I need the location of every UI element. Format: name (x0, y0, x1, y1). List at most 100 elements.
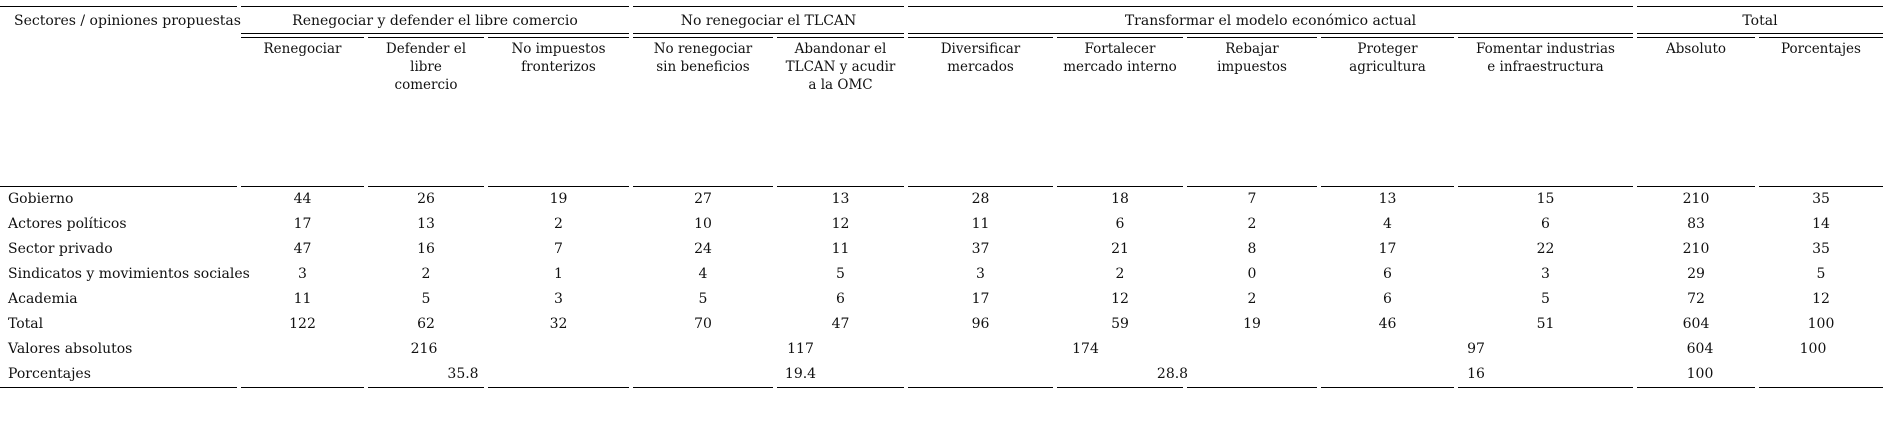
data-cell: 5 (421, 291, 431, 307)
data-cell: 6 (836, 291, 845, 307)
bottom-rule (1458, 387, 1633, 389)
data-cell: 122 (289, 316, 316, 332)
summary-cell: 16 (1467, 366, 1485, 382)
data-cell: 10 (694, 216, 712, 232)
data-cell: 12 (831, 216, 850, 232)
mid-rule (908, 101, 1053, 187)
column-rule (1321, 33, 1454, 38)
data-cell: 6 (1115, 216, 1125, 232)
data-cell: 12 (1111, 291, 1129, 307)
group-underline-rule (1637, 33, 1883, 38)
summary-cell: 604 (1686, 341, 1714, 357)
data-cell: 27 (694, 191, 712, 207)
group-underline-rule (908, 33, 1633, 38)
summary-cell: 174 (1072, 341, 1099, 357)
row-label: Academia (8, 291, 78, 307)
column-rule (368, 33, 484, 38)
data-cell: 28 (971, 191, 990, 207)
column-header: No renegociar sin beneficios (653, 41, 753, 75)
data-cell: 2 (1247, 291, 1257, 307)
column-rule (1187, 33, 1317, 38)
column-header: Absoluto (1665, 41, 1726, 57)
data-cell: 13 (1378, 191, 1397, 207)
column-header: No impuestos fronterizos (511, 41, 606, 75)
data-cell: 7 (1247, 191, 1257, 207)
column-header: Fortalecer mercado interno (1063, 41, 1177, 75)
data-cell: 96 (971, 316, 990, 332)
data-cell: 3 (298, 266, 307, 282)
data-cell: 47 (293, 241, 312, 257)
opinions-by-sector-table: Sectores / opiniones propuestas Renegoci… (0, 6, 1883, 389)
bottom-rule (488, 387, 629, 389)
data-cell: 11 (971, 216, 990, 232)
data-cell: 8 (1247, 241, 1257, 257)
data-cell: 1 (554, 266, 563, 282)
mid-rule (1057, 101, 1183, 187)
data-cell: 24 (694, 241, 712, 257)
mid-rule (368, 101, 484, 187)
data-cell: 2 (554, 216, 563, 232)
data-cell: 5 (836, 266, 845, 282)
data-cell: 13 (417, 216, 435, 232)
summary-row-label: Porcentajes (8, 366, 91, 382)
data-cell: 37 (971, 241, 990, 257)
column-header: Fomentar industrias e infraestructura (1476, 41, 1615, 75)
column-header: Abandonar el TLCAN y acudir a la OMC (785, 41, 896, 93)
data-cell: 5 (698, 291, 708, 307)
mid-rule (1187, 101, 1317, 187)
summary-cell: 35.8 (447, 366, 479, 382)
data-cell: 14 (1812, 216, 1830, 232)
group-header-total: Total (1637, 6, 1883, 33)
data-cell: 59 (1111, 316, 1129, 332)
group-header-no-renegociar: No renegociar el TLCAN (633, 6, 904, 33)
summary-cell: 216 (410, 341, 438, 357)
data-cell: 15 (1536, 191, 1555, 207)
mid-rule (633, 101, 773, 187)
column-rule (1637, 33, 1755, 38)
data-cell: 13 (831, 191, 850, 207)
bottom-rule (777, 387, 904, 389)
data-cell: 4 (1383, 216, 1392, 232)
mid-rule (1637, 101, 1755, 187)
column-rule (1759, 33, 1883, 38)
data-cell: 4 (698, 266, 708, 282)
data-cell: 6 (1383, 266, 1392, 282)
data-cell: 5 (1816, 266, 1826, 282)
group-underline-rule (241, 33, 629, 38)
data-cell: 46 (1378, 316, 1397, 332)
data-cell: 210 (1682, 191, 1710, 207)
row-label: Sector privado (8, 241, 113, 257)
summary-cell: 19.4 (784, 366, 817, 382)
mid-rule (1458, 101, 1633, 187)
data-cell: 6 (1383, 291, 1392, 307)
column-rule (908, 33, 1053, 38)
bottom-rule (908, 387, 1053, 389)
data-cell: 21 (1111, 241, 1129, 257)
summary-cell (1759, 362, 1883, 387)
summary-cell: 97 (1467, 341, 1485, 357)
group-header-transformar: Transformar el modelo económico actual (908, 6, 1633, 33)
data-cell: 12 (1812, 291, 1830, 307)
data-cell: 26 (417, 191, 435, 207)
bottom-rule (1321, 387, 1454, 389)
column-rule (1458, 33, 1633, 38)
data-cell: 35 (1812, 241, 1830, 257)
row-label: Sindicatos y movimientos sociales (8, 266, 250, 282)
mid-rule (488, 101, 629, 187)
column-header: Diversificar mercados (940, 41, 1021, 75)
data-cell: 19 (549, 191, 568, 207)
summary-row-label: Valores absolutos (8, 341, 133, 357)
data-cell: 2 (421, 266, 431, 282)
data-cell: 22 (1536, 241, 1555, 257)
bottom-rule (1057, 387, 1183, 389)
summary-cell: 100 (1686, 366, 1714, 382)
bottom-rule (1759, 387, 1883, 389)
column-rule (633, 33, 773, 38)
data-cell: 47 (831, 316, 850, 332)
data-cell: 29 (1687, 266, 1705, 282)
row-label: Total (8, 316, 44, 332)
data-cell: 35 (1812, 191, 1830, 207)
data-cell: 17 (971, 291, 990, 307)
group-underline-rule (633, 33, 904, 38)
